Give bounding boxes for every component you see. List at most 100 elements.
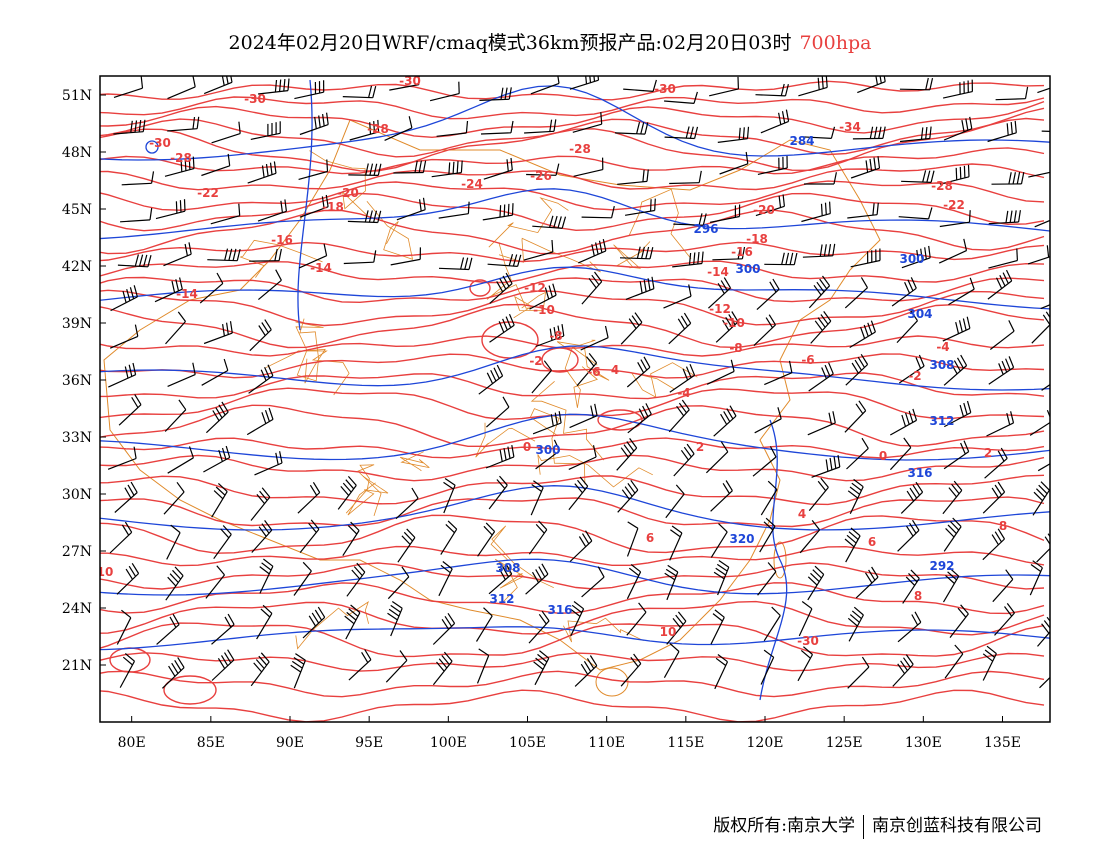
wind-barb	[581, 205, 615, 219]
wind-barb	[797, 646, 814, 682]
wind-barb	[617, 169, 649, 185]
wind-barb	[475, 607, 493, 642]
province-border	[563, 617, 644, 643]
isotherm-line	[100, 163, 1045, 191]
wind-barb	[987, 120, 1017, 143]
wind-barb	[479, 87, 512, 101]
wind-barb	[211, 121, 241, 144]
wind-barb	[808, 275, 831, 309]
wind-barb	[432, 651, 453, 686]
wind-barb	[627, 403, 652, 434]
isotherm-label: -28	[569, 142, 591, 156]
wind-barb	[568, 476, 589, 511]
wind-barb	[942, 480, 963, 515]
isotherm-line	[100, 209, 1045, 255]
isotherm-label: -30	[399, 74, 421, 88]
wind-barb	[712, 246, 746, 261]
wind-barb	[709, 76, 739, 97]
wind-barb	[249, 248, 282, 262]
isotherm-label: 2	[984, 446, 992, 460]
wind-barb	[256, 604, 273, 640]
wind-barb	[387, 566, 410, 600]
wind-barb	[533, 650, 550, 686]
height-contour-label: 308	[495, 561, 520, 575]
wind-barb	[530, 480, 544, 516]
wind-barb	[110, 285, 138, 312]
height-contour-label: 312	[489, 592, 514, 606]
province-border	[399, 451, 430, 472]
wind-barb	[897, 611, 922, 643]
wind-barb	[988, 248, 1018, 269]
wind-barb	[847, 202, 879, 219]
copyright-partner: 南京创蓝科技有限公司	[872, 816, 1042, 836]
wind-barb	[807, 565, 825, 601]
wind-barb	[982, 528, 1006, 561]
wind-barb	[673, 213, 707, 226]
isotherm-line	[100, 404, 1045, 447]
wind-barb	[250, 652, 270, 687]
wind-barb	[431, 160, 463, 178]
wind-barb	[757, 562, 777, 596]
wind-barb	[949, 604, 969, 638]
wind-barb	[846, 437, 869, 470]
wind-barb	[899, 126, 932, 143]
wind-barb	[438, 201, 470, 219]
isotherm-line	[100, 180, 1045, 211]
wind-barb	[799, 520, 821, 554]
wind-barb	[901, 245, 931, 269]
wind-barb	[798, 601, 813, 637]
wind-barb	[526, 163, 560, 176]
lat-tick-label: 45N	[62, 202, 92, 218]
wind-barb	[113, 119, 146, 135]
copyright-owner: 版权所有:南京大学	[713, 816, 855, 836]
wind-barb	[673, 443, 695, 477]
wind-barb	[163, 481, 185, 515]
wind-barb	[113, 76, 144, 98]
wind-barb	[669, 363, 696, 393]
wind-barb	[754, 407, 782, 434]
wind-barb	[847, 606, 864, 642]
wind-barb	[489, 313, 515, 343]
isotherm-line	[100, 147, 1045, 175]
wind-barb	[432, 612, 456, 645]
lon-tick-label: 110E	[588, 735, 625, 751]
wind-barb	[943, 116, 973, 141]
wind-barb	[297, 481, 321, 514]
wind-barb	[942, 79, 973, 99]
isotherm-label: -20	[753, 203, 775, 217]
wind-barb	[668, 312, 692, 345]
isotherm-label: -2	[908, 369, 921, 383]
height-contour-line	[100, 266, 1050, 310]
title-level: 700hpa	[799, 32, 872, 54]
wind-barb	[948, 277, 975, 306]
wind-barb	[259, 558, 274, 594]
wind-barb	[531, 360, 552, 394]
wind-barb-layer	[107, 76, 1050, 690]
wind-barb	[943, 354, 968, 386]
wind-barb	[397, 528, 416, 563]
wind-barb	[489, 272, 513, 304]
title-main: 2024年02月20日WRF/cmaq模式36km预报产品:02月20日03时	[228, 32, 792, 54]
wind-barb	[986, 411, 1015, 437]
lon-tick-label: 135E	[984, 735, 1021, 751]
province-border	[475, 422, 536, 458]
wind-barb	[166, 524, 181, 560]
lat-tick-label: 33N	[62, 430, 92, 446]
plot-area	[100, 76, 1050, 722]
wind-barb	[523, 239, 554, 261]
wind-barb	[488, 563, 513, 595]
wind-barb	[706, 359, 735, 385]
isotherm-line	[100, 372, 1045, 400]
wind-barb	[760, 109, 790, 134]
lat-tick-label: 36N	[62, 373, 92, 389]
copyright-divider	[863, 814, 864, 839]
wind-barb	[108, 362, 137, 388]
wind-barb	[625, 198, 656, 216]
wind-barb	[943, 440, 970, 470]
wind-barb	[666, 611, 687, 645]
isotherm-label: -4	[677, 386, 690, 400]
isotherm-loop	[469, 279, 491, 297]
isotherm-label: 0	[879, 449, 887, 463]
wind-barb	[898, 354, 925, 384]
